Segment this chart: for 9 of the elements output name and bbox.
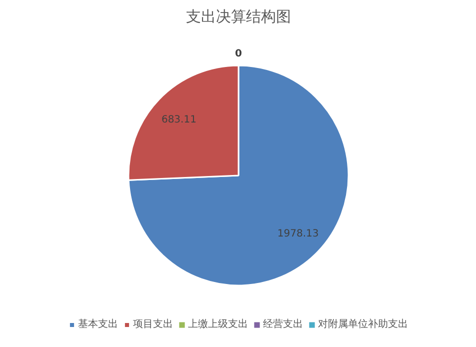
legend-label: 对附属单位补助支出 (318, 318, 408, 331)
legend-label: 经营支出 (263, 318, 303, 331)
legend-label: 基本支出 (78, 318, 118, 331)
chart-title: 支出决算结构图 (186, 8, 291, 26)
text: 0 (235, 48, 242, 60)
legend-label: 上缴上级支出 (188, 318, 248, 331)
legend-label: 项目支出 (133, 318, 173, 331)
data-label: 1978.13 (277, 228, 319, 240)
data-label: 683.11 (161, 114, 196, 126)
